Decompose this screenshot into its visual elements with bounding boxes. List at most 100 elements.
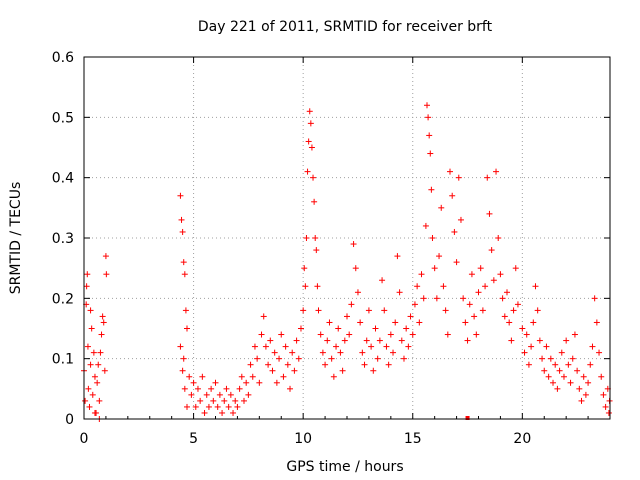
data-point <box>438 204 445 211</box>
data-point <box>190 379 197 386</box>
highlight-point <box>465 416 470 420</box>
data-point <box>479 307 486 314</box>
data-point <box>543 343 550 350</box>
y-tick-label: 0.1 <box>52 352 74 368</box>
data-point <box>247 361 254 368</box>
data-point <box>179 228 186 235</box>
data-point <box>368 343 375 350</box>
data-point <box>82 397 89 404</box>
data-point <box>403 325 410 332</box>
data-point <box>99 313 106 320</box>
data-point <box>521 349 528 356</box>
data-point <box>418 271 425 278</box>
data-point <box>565 361 572 368</box>
data-point <box>523 331 530 338</box>
data-point <box>407 313 414 320</box>
data-point <box>328 355 335 362</box>
data-point <box>396 289 403 296</box>
x-tick-label: 20 <box>513 431 531 447</box>
data-point <box>188 391 195 398</box>
data-point <box>354 289 361 296</box>
data-point <box>539 355 546 362</box>
data-point <box>414 283 421 290</box>
data-point <box>426 132 433 139</box>
data-point <box>84 271 91 278</box>
data-point <box>394 253 401 260</box>
data-point <box>457 216 464 223</box>
data-point <box>273 379 280 386</box>
data-point <box>324 337 331 344</box>
data-point <box>569 355 576 362</box>
data-point <box>602 403 609 410</box>
data-point <box>591 295 598 302</box>
data-point <box>282 343 289 350</box>
data-point <box>374 355 381 362</box>
data-point <box>103 271 110 278</box>
data-point <box>528 343 535 350</box>
data-point <box>466 301 473 308</box>
data-point <box>571 331 578 338</box>
data-point <box>177 343 184 350</box>
data-point <box>552 361 559 368</box>
data-point <box>238 373 245 380</box>
data-point <box>303 235 310 241</box>
y-tick-label: 0.6 <box>52 50 74 66</box>
data-point <box>319 349 326 356</box>
data-point <box>451 228 458 235</box>
data-point <box>589 343 596 350</box>
data-point <box>305 138 312 145</box>
data-point <box>576 385 583 392</box>
data-point <box>311 198 318 205</box>
data-point <box>280 373 287 380</box>
data-point <box>547 355 554 362</box>
data-point <box>348 301 355 308</box>
data-point <box>219 409 226 416</box>
data-point <box>420 295 427 302</box>
data-point <box>578 397 585 404</box>
data-point <box>433 295 440 302</box>
data-point <box>493 168 500 175</box>
data-point <box>468 271 475 278</box>
data-point <box>289 349 296 356</box>
y-tick-label: 0.3 <box>52 231 74 247</box>
data-point <box>223 385 230 392</box>
data-point <box>508 337 515 344</box>
data-point <box>256 379 263 386</box>
data-point <box>326 319 333 326</box>
data-point <box>243 379 250 386</box>
data-point <box>525 361 532 368</box>
data-point <box>87 307 94 314</box>
data-point <box>182 307 189 314</box>
data-point <box>409 331 416 338</box>
data-point <box>482 283 489 290</box>
data-point <box>197 397 204 404</box>
data-point <box>88 325 95 332</box>
data-point <box>563 337 570 344</box>
data-point <box>232 397 239 404</box>
data-point <box>178 216 185 223</box>
x-tick-label: 15 <box>404 431 422 447</box>
data-point <box>495 235 502 241</box>
data-point <box>337 349 344 356</box>
data-point <box>582 391 589 398</box>
data-point <box>179 367 186 374</box>
data-point <box>484 174 491 181</box>
data-point <box>201 409 208 416</box>
data-point <box>383 343 390 350</box>
data-point <box>251 343 258 350</box>
data-point <box>376 337 383 344</box>
data-point <box>284 361 291 368</box>
data-point <box>300 307 307 314</box>
data-point <box>442 307 449 314</box>
data-point <box>600 391 607 398</box>
data-point <box>447 168 454 175</box>
data-point <box>490 277 497 284</box>
data-point <box>605 409 612 416</box>
data-point <box>249 373 256 380</box>
data-point <box>314 283 321 290</box>
data-point <box>90 349 97 356</box>
data-point <box>308 144 315 151</box>
data-point <box>416 319 423 326</box>
data-point <box>276 355 283 362</box>
data-point <box>453 259 460 266</box>
